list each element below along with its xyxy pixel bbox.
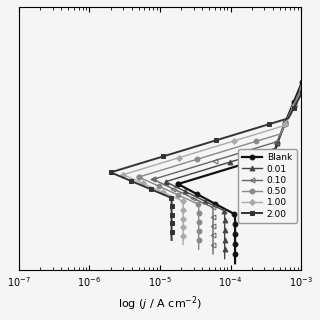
0.50 (197, 220, 201, 224)
0.10 (170, 187, 174, 190)
Blank (233, 239, 237, 243)
1.00 (181, 243, 185, 246)
2.00 (161, 192, 165, 196)
2.00 (170, 219, 173, 223)
Line: 0.01: 0.01 (163, 179, 227, 261)
0.01 (214, 205, 218, 209)
0.01 (223, 257, 227, 260)
Blank (225, 208, 228, 212)
0.50 (188, 199, 192, 203)
Blank (233, 240, 237, 244)
2.00 (170, 220, 173, 223)
Blank (194, 192, 198, 196)
0.10 (211, 207, 215, 211)
2.00 (128, 179, 132, 182)
1.00 (181, 223, 185, 227)
X-axis label: log ($\mathit{j}$ / A cm$^{-2}$): log ($\mathit{j}$ / A cm$^{-2}$) (118, 294, 202, 313)
Line: Blank: Blank (176, 181, 237, 266)
0.10 (203, 202, 207, 205)
0.10 (211, 232, 215, 236)
0.01 (223, 210, 227, 214)
1.00 (121, 173, 125, 177)
Line: 0.10: 0.10 (151, 177, 215, 256)
0.10 (211, 224, 215, 228)
1.00 (140, 181, 144, 185)
0.10 (211, 252, 215, 256)
0.50 (197, 204, 201, 208)
2.00 (109, 171, 113, 174)
2.00 (170, 197, 173, 201)
Line: 2.00: 2.00 (108, 170, 174, 242)
1.00 (181, 217, 185, 220)
0.50 (197, 247, 201, 251)
1.00 (173, 196, 177, 199)
1.00 (181, 224, 185, 228)
2.00 (170, 238, 173, 242)
Blank (176, 182, 180, 186)
0.50 (156, 184, 160, 188)
0.01 (164, 180, 167, 184)
0.01 (182, 189, 186, 193)
Blank (233, 213, 237, 217)
Legend: Blank, 0.01, 0.10, 0.50, 1.00, 2.00: Blank, 0.01, 0.10, 0.50, 1.00, 2.00 (238, 149, 297, 223)
0.01 (223, 228, 227, 232)
0.50 (137, 175, 141, 179)
1.00 (181, 200, 185, 204)
0.01 (223, 235, 227, 239)
0.10 (211, 231, 215, 235)
0.01 (223, 236, 227, 239)
0.50 (197, 227, 201, 231)
Blank (233, 261, 237, 265)
Line: 1.00: 1.00 (121, 172, 185, 247)
0.10 (151, 178, 155, 181)
0.50 (197, 228, 201, 231)
Blank (233, 232, 237, 236)
Line: 0.50: 0.50 (136, 175, 201, 252)
2.00 (170, 213, 173, 217)
